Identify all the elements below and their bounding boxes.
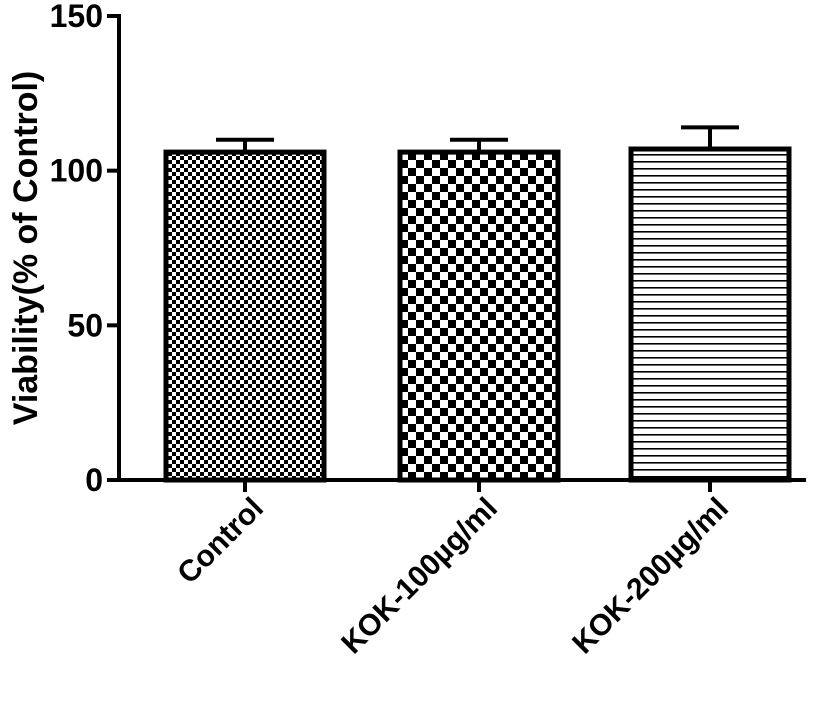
x-tick-label: Control [171,492,270,591]
x-tick-label: KOK-200µg/ml [566,492,735,661]
y-tick-label: 150 [50,0,103,34]
y-ticks: 0 50 100 150 [50,0,119,498]
y-axis-label: Viability(% of Control) [7,71,45,425]
y-tick-label: 0 [85,462,103,498]
x-tick-label: KOK-100µg/ml [335,492,504,661]
y-tick-label: 50 [67,307,103,343]
bar [163,149,327,483]
error-bars-layer [216,125,739,153]
bars-layer [163,146,792,483]
y-tick-label: 100 [50,153,103,189]
x-ticks: Control KOK-100µg/ml KOK-200µg/ml [171,480,735,660]
bar [628,146,792,483]
bar [397,149,561,483]
